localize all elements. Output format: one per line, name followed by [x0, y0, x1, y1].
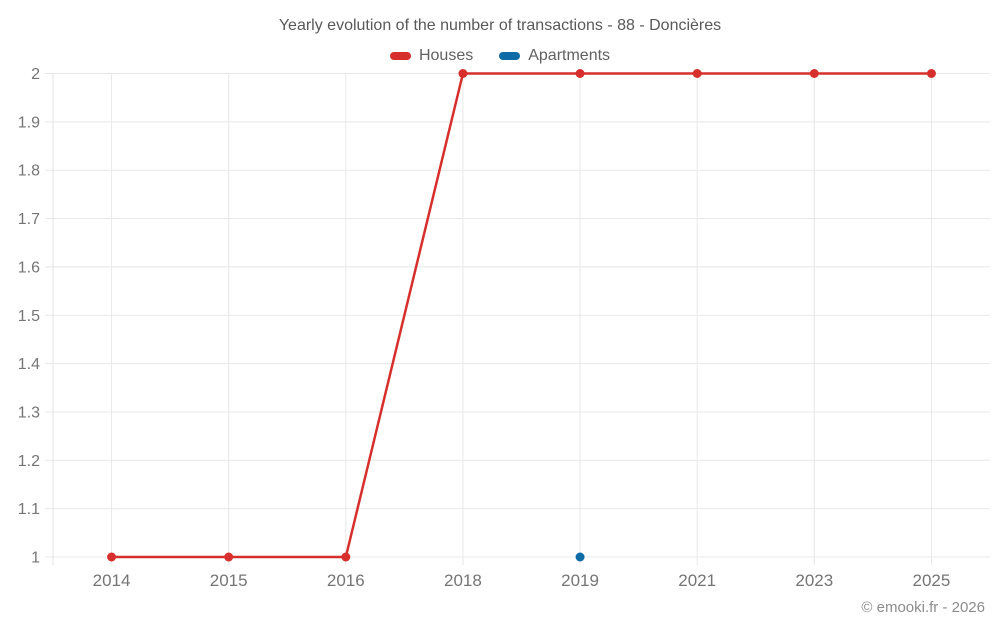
y-axis-label: 1.2 — [18, 453, 40, 470]
chart-legend: Houses Apartments — [0, 46, 1000, 66]
copyright: © emooki.fr - 2026 — [861, 599, 985, 616]
legend-label-houses: Houses — [418, 47, 474, 64]
y-axis-label: 1.3 — [18, 404, 40, 421]
houses-swatch-icon — [389, 52, 411, 60]
houses-point[interactable] — [458, 69, 468, 78]
x-axis-label: 2021 — [678, 571, 716, 590]
x-axis-label: 2018 — [444, 571, 482, 590]
houses-point[interactable] — [341, 552, 351, 562]
houses-line — [110, 72, 933, 559]
x-axis-label: 2014 — [93, 571, 131, 590]
houses-point[interactable] — [575, 69, 585, 78]
apartments-swatch-icon — [499, 52, 521, 60]
y-axis-label: 1.8 — [18, 163, 40, 180]
legend-item-houses[interactable]: Houses — [389, 47, 474, 65]
y-axis-label: 1.5 — [18, 308, 40, 325]
x-axis-label: 2019 — [561, 571, 599, 590]
chart-title: Yearly evolution of the number of transa… — [278, 17, 722, 34]
houses-point[interactable] — [107, 552, 117, 562]
houses-point[interactable] — [809, 69, 819, 78]
x-axis-label: 2016 — [327, 571, 365, 590]
y-axis-label: 1.1 — [18, 501, 40, 518]
y-axis-label: 1.9 — [18, 114, 40, 131]
y-axis-label: 1 — [31, 550, 40, 567]
x-axis-label: 2015 — [210, 571, 248, 590]
apartments-point[interactable] — [575, 552, 585, 562]
y-axis-label: 1.7 — [18, 211, 40, 228]
y-axis-label: 1.4 — [18, 356, 40, 373]
houses-point[interactable] — [224, 552, 234, 562]
houses-point[interactable] — [926, 69, 936, 78]
x-axis-label: 2025 — [913, 571, 951, 590]
y-axis-label: 1.6 — [18, 259, 40, 276]
houses-point[interactable] — [692, 69, 702, 78]
legend-label-apartments: Apartments — [528, 47, 611, 64]
legend-item-apartments[interactable]: Apartments — [499, 47, 610, 65]
y-axis-label: 2 — [31, 66, 40, 83]
x-axis-label: 2023 — [795, 571, 833, 590]
